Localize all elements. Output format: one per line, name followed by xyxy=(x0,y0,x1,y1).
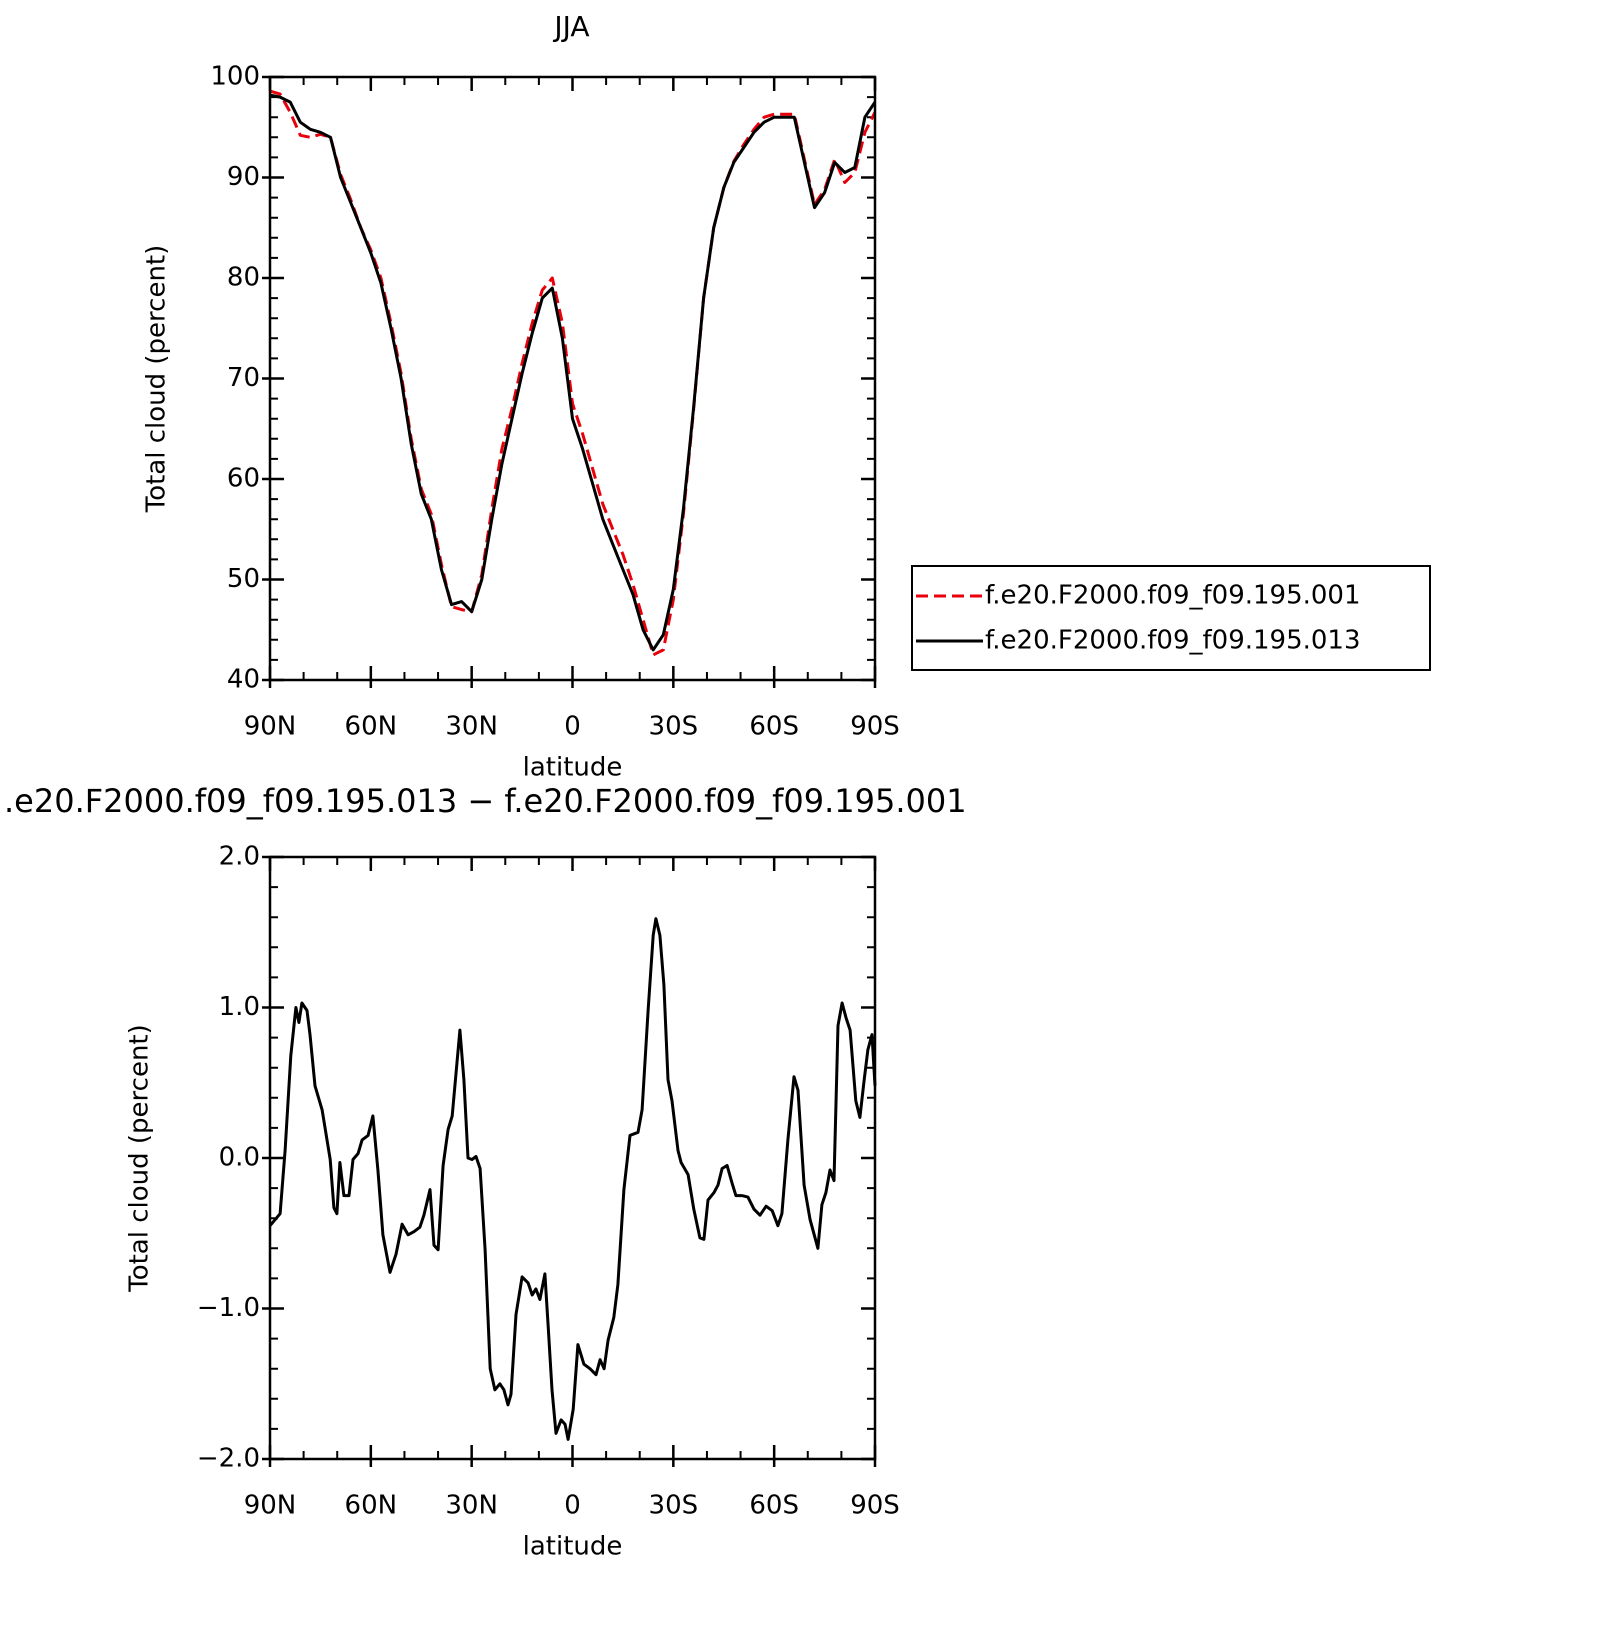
x-axis-label: latitude xyxy=(523,1532,623,1562)
y-tick-label: −2.0 xyxy=(197,1444,260,1474)
y-tick-label: 100 xyxy=(210,62,260,92)
x-tick-label: 60S xyxy=(749,712,799,742)
x-tick-label: 0 xyxy=(564,1491,581,1521)
x-tick-label: 0 xyxy=(564,712,581,742)
y-tick-label: 1.0 xyxy=(219,992,260,1022)
x-tick-label: 60S xyxy=(749,1491,799,1521)
plot-frame xyxy=(268,75,877,682)
y-tick-label: 40 xyxy=(227,665,260,695)
y-tick-label: −1.0 xyxy=(197,1293,260,1323)
x-axis-label: latitude xyxy=(523,753,623,783)
x-tick-label: 30S xyxy=(649,1491,699,1521)
legend-box xyxy=(911,565,1431,671)
chart-title: JJA xyxy=(552,10,589,43)
x-tick-label: 90N xyxy=(244,1491,297,1521)
x-tick-label: 30N xyxy=(445,1491,498,1521)
data-line xyxy=(269,89,877,657)
y-axis-label: Total cloud (percent) xyxy=(142,245,172,514)
y-tick-label: 90 xyxy=(227,162,260,192)
y-tick-label: 60 xyxy=(227,464,260,494)
legend-label: f.e20.F2000.f09_f09.195.013 xyxy=(985,626,1361,656)
y-tick-label: 2.0 xyxy=(219,842,260,872)
data-line xyxy=(269,93,877,652)
y-tick-label: 0.0 xyxy=(219,1143,260,1173)
x-tick-label: 60N xyxy=(345,712,398,742)
x-tick-label: 60N xyxy=(345,1491,398,1521)
x-tick-label: 30S xyxy=(649,712,699,742)
data-line xyxy=(268,917,877,1441)
x-tick-label: 90S xyxy=(850,1491,900,1521)
y-axis-label: Total cloud (percent) xyxy=(125,1024,155,1293)
legend-label: f.e20.F2000.f09_f09.195.001 xyxy=(985,581,1361,611)
y-tick-label: 70 xyxy=(227,363,260,393)
y-tick-label: 50 xyxy=(227,564,260,594)
x-tick-label: 90S xyxy=(850,712,900,742)
y-tick-label: 80 xyxy=(227,263,260,293)
chart-title: .e20.F2000.f09_f09.195.013 − f.e20.F2000… xyxy=(4,782,967,820)
x-tick-label: 30N xyxy=(445,712,498,742)
x-tick-label: 90N xyxy=(244,712,297,742)
plot-frame xyxy=(268,855,877,1461)
